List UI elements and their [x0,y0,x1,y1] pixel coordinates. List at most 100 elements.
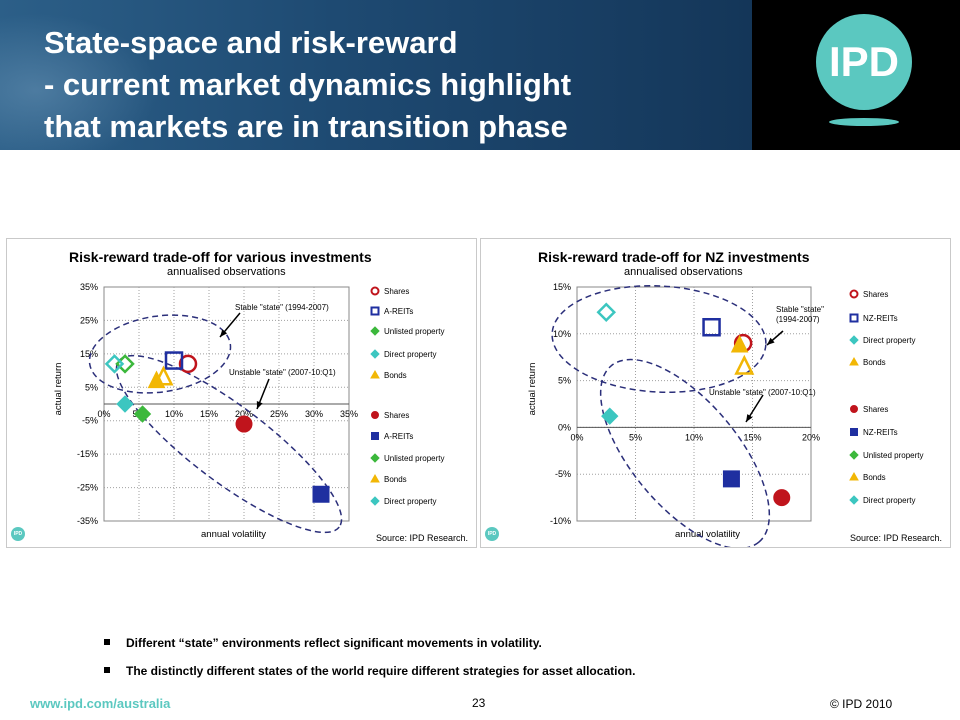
legend-label: Direct property [863,496,915,505]
ipd-logo: IPD [816,14,912,110]
marker-shares [178,354,198,374]
marker-reits [722,470,740,488]
legend-shares-icon [370,286,380,296]
x-tick-label: 20% [235,409,253,419]
ipd-logo-shadow [829,118,899,126]
legend-shares-icon [849,289,859,299]
x-tick-label: 15% [743,432,761,442]
legend-reits-icon [849,313,859,323]
x-tick-label: 35% [340,409,358,419]
bullet-list: Different “state” environments reflect s… [100,636,635,692]
bullet-square-icon [104,667,110,673]
x-tick-label: 20% [802,432,820,442]
legend-unlisted-icon [370,326,380,336]
legend-bonds-icon [849,471,859,481]
marker-direct-property [596,302,617,323]
chart-panel-australia: Risk-reward trade-off for various invest… [6,238,477,548]
marker-reits [312,485,330,503]
y-tick-label: -35% [77,516,98,526]
legend-direct-icon [370,496,380,506]
x-tick-label: 10% [685,432,703,442]
legend-direct-icon [849,495,859,505]
annotation-stable: Stable "state" (1994-2007) [235,303,329,312]
legend-label: Bonds [863,358,886,367]
chart-australia-svg: 0%5%10%15%20%25%30%35%35%25%15%5%-5%-15%… [53,282,444,540]
unstable-state-ellipse [115,354,343,534]
y-tick-label: 15% [80,349,98,359]
legend-label: A-REITs [384,432,413,441]
legend-reits-icon [370,306,380,316]
stable-state-ellipse [551,285,767,393]
y-tick-label: 15% [553,282,571,292]
legend-shares-icon [371,411,379,419]
bullet-square-icon [104,639,110,645]
legend-label: Bonds [384,475,407,484]
marker-direct-property [104,354,125,374]
legend-label: Unlisted property [384,454,444,463]
legend-label: Direct property [384,350,436,359]
marker-reits [702,317,721,337]
chart-title: Risk-reward trade-off for various invest… [69,249,372,265]
legend-label: NZ-REITs [863,314,898,323]
x-tick-label: 0% [97,409,110,419]
annotation-unstable: Unstable "state" (2007-10:Q1) [229,368,336,377]
chart-subtitle: annualised observations [167,266,286,278]
ipd-mini-logo: IPD [485,527,499,541]
x-axis-title: annual volatility [675,529,740,540]
legend-label: Direct property [863,336,915,345]
y-tick-label: -15% [77,449,98,459]
y-tick-label: -5% [555,469,571,479]
marker-direct-property [116,395,134,413]
stable-state-ellipse [88,314,232,394]
y-axis-title: actual return [53,363,64,416]
x-tick-label: 25% [270,409,288,419]
legend-reits-icon [371,432,379,440]
chart-subtitle: annualised observations [624,266,743,278]
page-number: 23 [472,696,486,710]
legend-label: Shares [384,411,409,420]
legend-label: Bonds [384,371,407,380]
legend-bonds-icon [849,356,859,366]
legend-label: Direct property [384,497,436,506]
x-tick-label: 30% [305,409,323,419]
bullet-item: The distinctly different states of the w… [100,664,635,692]
footer-url-link[interactable]: www.ipd.com/australia [30,696,171,711]
marker-reits [164,351,184,370]
marker-bonds [153,365,174,386]
bullet-text: Different “state” environments reflect s… [126,636,542,650]
annotation-arrowhead [220,329,228,337]
annotation-stable-line2: (1994-2007) [776,315,820,324]
annotation-stable-line1: Stable "state" [776,305,824,314]
annotation-arrowhead [746,414,753,422]
marker-bonds [147,370,166,389]
header-map-graphic [0,0,180,150]
x-tick-label: 10% [165,409,183,419]
legend-label: Unlisted property [863,451,923,460]
annotation-arrowhead [767,337,775,345]
y-tick-label: 25% [80,315,98,325]
bullet-item: Different “state” environments reflect s… [100,636,635,664]
y-tick-label: 0% [558,422,571,432]
unstable-state-ellipse [599,358,771,547]
chart-source: Source: IPD Research. [375,533,468,543]
legend-label: Bonds [863,473,886,482]
title-line-1: State-space and risk-reward [44,25,458,60]
chart-title: Risk-reward trade-off for NZ investments [538,249,810,265]
legend-label: Unlisted property [384,327,444,336]
x-axis-title: annual volatility [201,529,266,540]
y-tick-label: 10% [553,329,571,339]
chart-panel-nz: Risk-reward trade-off for NZ investments… [480,238,951,548]
y-tick-label: 5% [85,382,98,392]
marker-direct-property [601,407,619,425]
legend-unlisted-icon [849,450,859,460]
copyright: © IPD 2010 [830,697,893,711]
ipd-mini-logo: IPD [11,527,25,541]
x-tick-label: 0% [570,432,583,442]
title-line-3: that markets are in transition phase [44,109,568,144]
legend-bonds-icon [370,473,380,483]
y-tick-label: 5% [558,376,571,386]
legend-shares-icon [850,405,858,413]
chart-source: Source: IPD Research. [849,533,942,543]
bullet-text: The distinctly different states of the w… [126,664,636,678]
legend-label: NZ-REITs [863,428,898,437]
